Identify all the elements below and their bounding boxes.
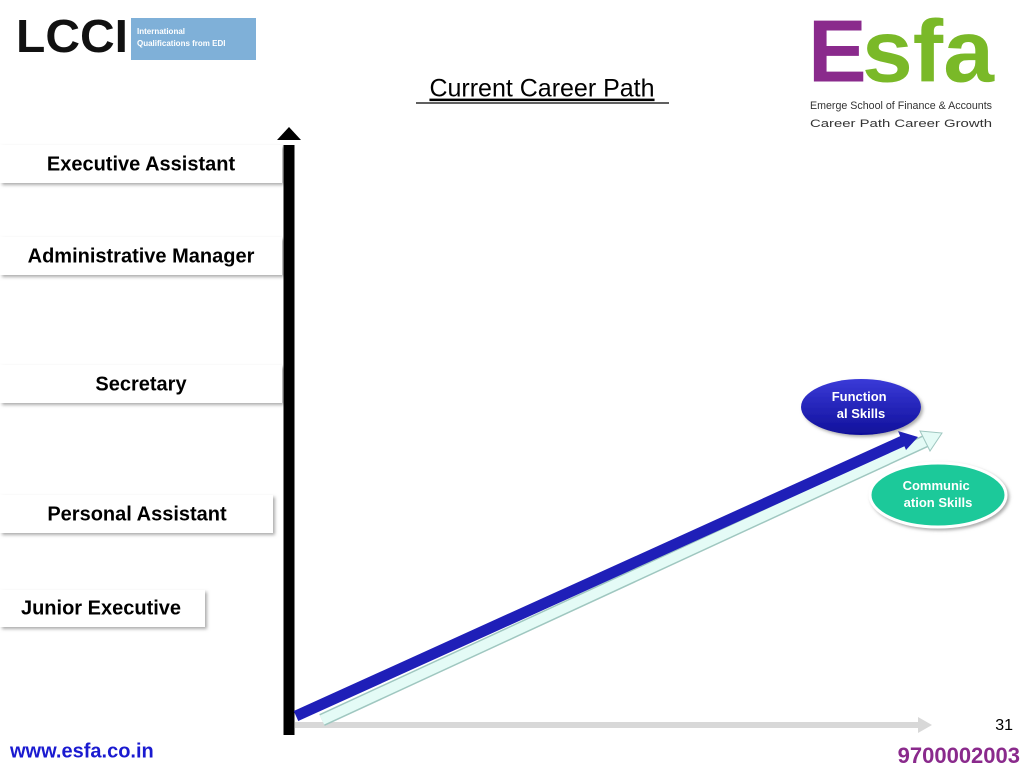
bubble-line: Function: [832, 389, 887, 404]
x-axis-head: [918, 717, 932, 733]
bubble-line: Communic: [903, 478, 970, 493]
esfa-logo: sfa: [862, 1, 995, 100]
functional-arrow-head: [898, 431, 918, 450]
lcci-tag-box: [131, 18, 256, 60]
level-label: Executive Assistant: [47, 153, 236, 175]
website: www.esfa.co.in: [9, 740, 154, 762]
bubble-label: Communic ation Skills: [903, 478, 974, 510]
level-box: [0, 237, 282, 275]
bubble-line: al Skills: [837, 406, 885, 421]
bubble-label: Function al Skills: [832, 389, 891, 421]
lcci-tag: International: [137, 27, 185, 36]
phone: 9700002003: [898, 743, 1020, 768]
level-label: Personal Assistant: [47, 503, 227, 525]
esfa-motto: Career Path Career Growth: [810, 118, 992, 130]
page-number: 31: [995, 717, 1013, 734]
communication-arrow: [319, 435, 931, 725]
level-box: [0, 365, 282, 403]
level-box: [0, 590, 205, 627]
level-label: Administrative Manager: [28, 245, 255, 267]
lcci-logo: LCCI: [16, 10, 128, 62]
y-axis-head: [277, 127, 301, 140]
level-label: Junior Executive: [21, 597, 181, 619]
level-box: [0, 145, 282, 183]
lcci-tag: Qualifications from EDI: [137, 39, 225, 48]
level-box: [0, 495, 273, 533]
communication-arrow-head: [919, 430, 943, 452]
bubble-line: ation Skills: [904, 495, 973, 510]
level-label: Secretary: [95, 373, 187, 395]
functional-arrow: [293, 434, 908, 722]
bubble: [868, 461, 1008, 529]
esfa-school: Emerge School of Finance & Accounts: [810, 100, 992, 112]
slide-title: Current Career Path: [429, 75, 654, 103]
esfa-logo: E: [808, 1, 867, 100]
bubble: [801, 379, 921, 435]
